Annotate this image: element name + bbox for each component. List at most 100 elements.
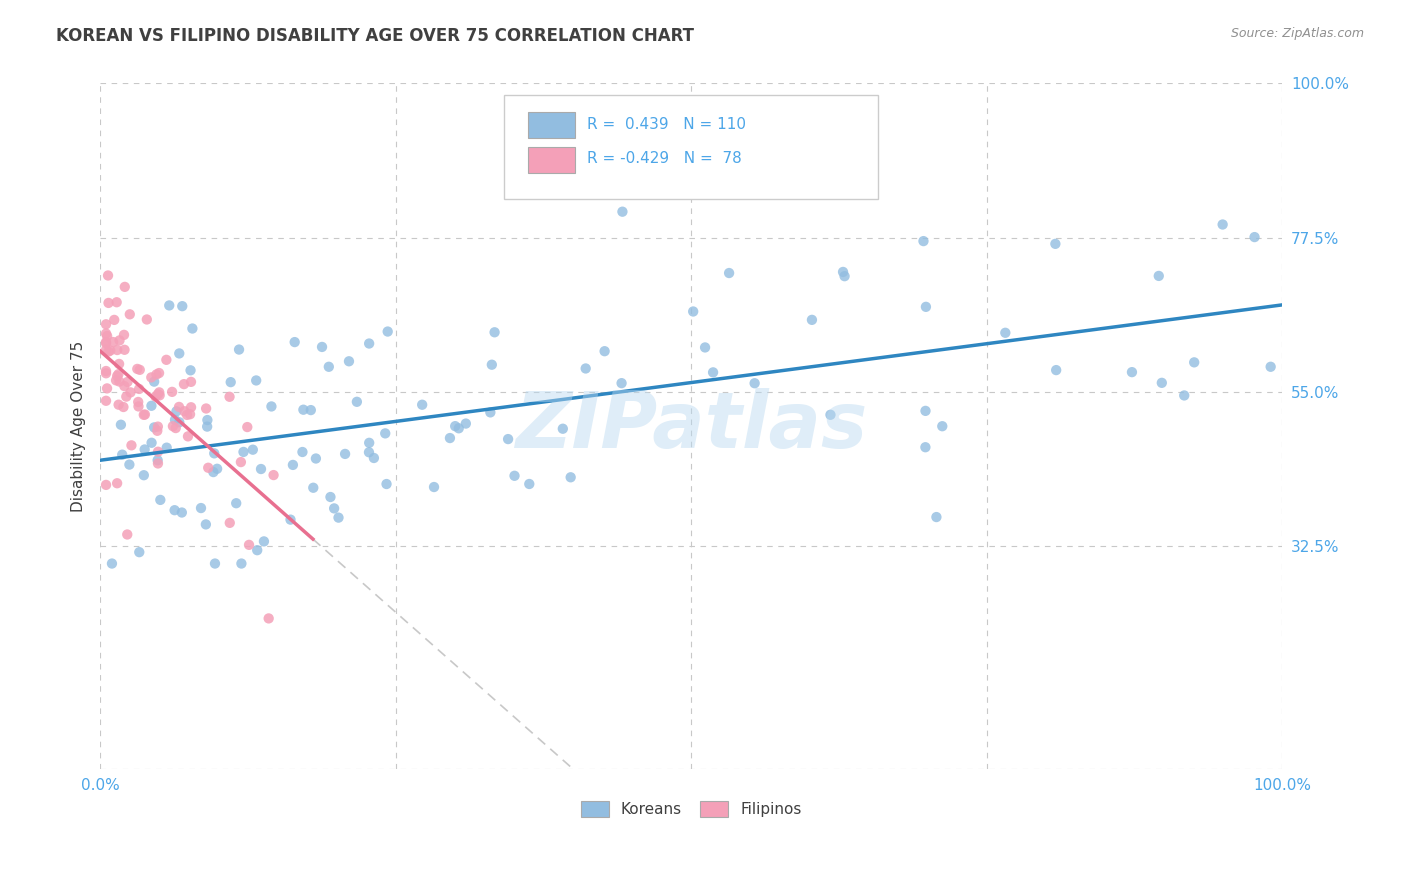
- Point: [148, 366, 170, 380]
- Point: [157, 298, 180, 312]
- Point: [110, 417, 132, 432]
- Point: [146, 457, 169, 471]
- Point: [146, 424, 169, 438]
- Point: [280, 513, 302, 527]
- Point: [98, 343, 121, 358]
- Point: [612, 204, 634, 219]
- Point: [111, 448, 134, 462]
- Point: [1182, 355, 1205, 369]
- Point: [912, 234, 935, 248]
- Point: [479, 405, 502, 419]
- Point: [718, 266, 741, 280]
- Point: [94, 318, 117, 332]
- Point: [112, 400, 135, 414]
- Point: [925, 510, 948, 524]
- Point: [411, 398, 433, 412]
- Point: [302, 481, 325, 495]
- Point: [503, 468, 526, 483]
- Point: [205, 462, 228, 476]
- Point: [337, 354, 360, 368]
- Point: [195, 419, 218, 434]
- Point: [132, 408, 155, 422]
- Point: [96, 329, 118, 343]
- Point: [319, 490, 342, 504]
- Point: [246, 543, 269, 558]
- Point: [204, 557, 226, 571]
- Point: [560, 470, 582, 484]
- Point: [1121, 365, 1143, 379]
- Point: [693, 341, 716, 355]
- Point: [363, 450, 385, 465]
- Point: [439, 431, 461, 445]
- Point: [177, 429, 200, 443]
- Point: [181, 321, 204, 335]
- Point: [156, 441, 179, 455]
- Point: [305, 451, 328, 466]
- Point: [141, 435, 163, 450]
- Point: [1045, 236, 1067, 251]
- Point: [194, 517, 217, 532]
- Point: [162, 419, 184, 434]
- Point: [311, 340, 333, 354]
- Point: [134, 408, 156, 422]
- Point: [994, 326, 1017, 340]
- Legend: Koreans, Filipinos: Koreans, Filipinos: [575, 795, 807, 823]
- Point: [105, 476, 128, 491]
- Point: [800, 313, 823, 327]
- Point: [744, 376, 766, 391]
- Point: [146, 419, 169, 434]
- Point: [260, 400, 283, 414]
- Point: [120, 385, 142, 400]
- Point: [253, 534, 276, 549]
- Point: [1212, 218, 1234, 232]
- Point: [169, 415, 191, 429]
- Point: [141, 399, 163, 413]
- Point: [108, 375, 131, 389]
- Point: [328, 510, 350, 524]
- Point: [682, 304, 704, 318]
- Point: [359, 435, 381, 450]
- Point: [172, 299, 194, 313]
- Point: [105, 343, 128, 357]
- Point: [107, 398, 129, 412]
- Point: [96, 381, 118, 395]
- Point: [318, 359, 340, 374]
- Point: [141, 370, 163, 384]
- Point: [107, 368, 129, 382]
- Point: [593, 344, 616, 359]
- Text: R = -0.429   N =  78: R = -0.429 N = 78: [588, 152, 742, 167]
- Point: [195, 401, 218, 416]
- Text: R =  0.439   N = 110: R = 0.439 N = 110: [588, 117, 747, 132]
- Point: [496, 432, 519, 446]
- Point: [101, 557, 124, 571]
- Point: [114, 343, 136, 357]
- Point: [120, 438, 142, 452]
- FancyBboxPatch shape: [505, 95, 879, 199]
- Point: [374, 426, 396, 441]
- Point: [375, 477, 398, 491]
- Point: [820, 408, 842, 422]
- FancyBboxPatch shape: [529, 146, 575, 173]
- Point: [481, 358, 503, 372]
- Point: [218, 390, 240, 404]
- Point: [257, 611, 280, 625]
- Point: [169, 346, 191, 360]
- FancyBboxPatch shape: [529, 112, 575, 138]
- Point: [118, 307, 141, 321]
- Point: [914, 440, 936, 454]
- Point: [263, 468, 285, 483]
- Point: [149, 492, 172, 507]
- Point: [108, 334, 131, 348]
- Point: [423, 480, 446, 494]
- Point: [238, 538, 260, 552]
- Text: Source: ZipAtlas.com: Source: ZipAtlas.com: [1230, 27, 1364, 40]
- Point: [1150, 376, 1173, 390]
- Point: [112, 379, 135, 393]
- Point: [218, 516, 240, 530]
- Point: [702, 365, 724, 379]
- Point: [127, 395, 149, 409]
- Point: [284, 335, 307, 350]
- Point: [165, 404, 187, 418]
- Point: [299, 403, 322, 417]
- Point: [179, 407, 201, 421]
